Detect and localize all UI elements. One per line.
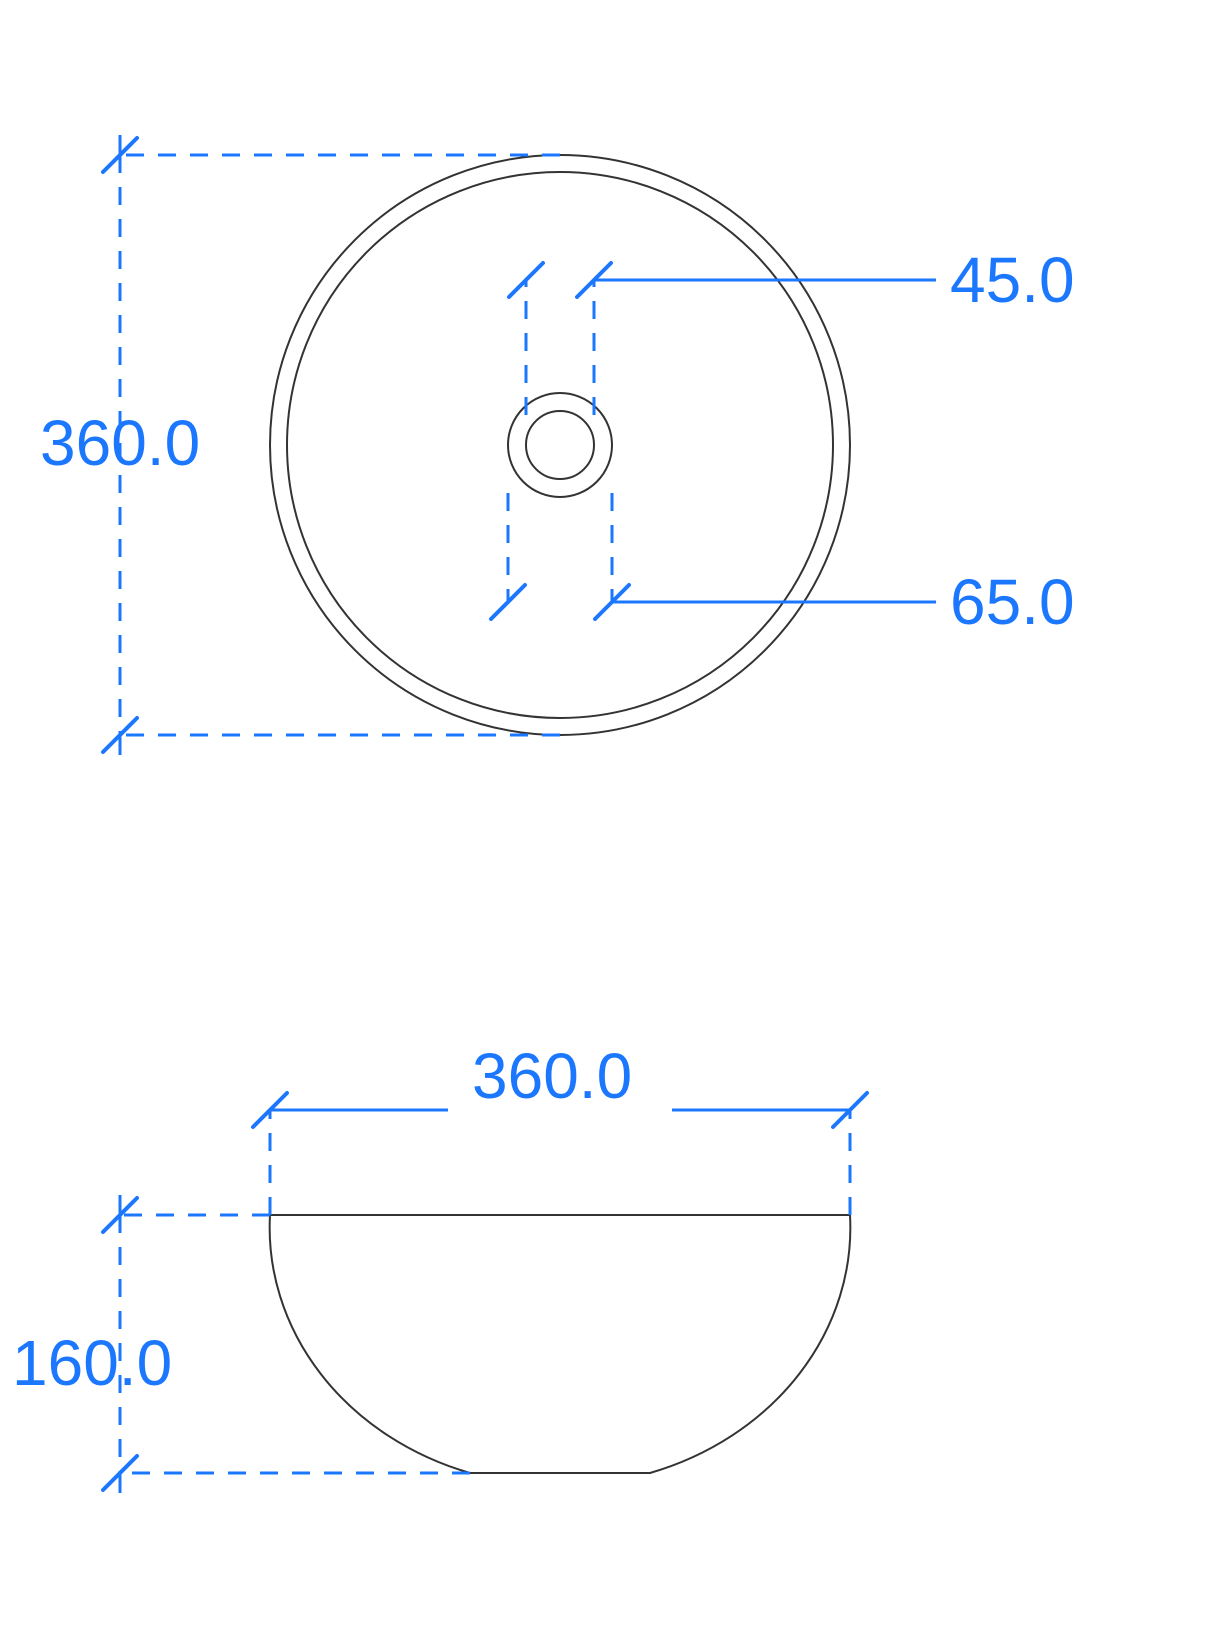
dim-drain-hole: 45.0 [950,244,1075,316]
tick-mark [509,263,543,297]
dim-width: 360.0 [472,1040,632,1112]
basin-outer-circle [270,155,850,735]
basin-profile [270,1215,851,1473]
dim-drain-outer: 65.0 [950,566,1075,638]
dim-outer-diameter: 360.0 [40,407,200,479]
drain-inner-circle [526,411,594,479]
dim-height: 160.0 [12,1327,172,1399]
drain-outer-circle [508,393,612,497]
basin-inner-circle [287,172,833,718]
